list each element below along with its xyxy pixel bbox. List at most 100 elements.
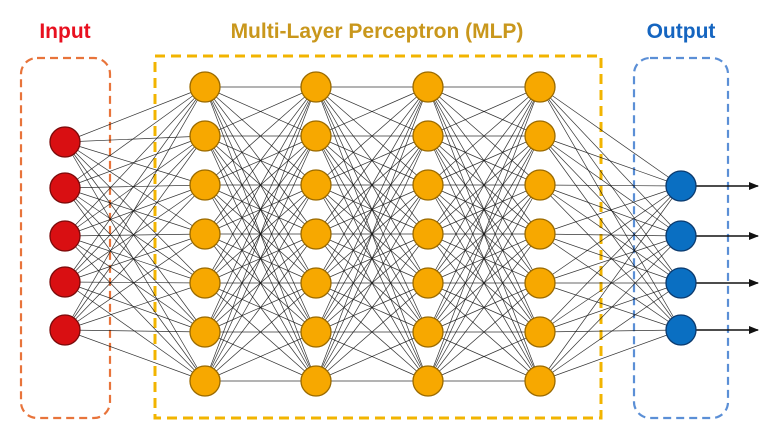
output-arrows (696, 182, 759, 334)
connection-line (64, 281, 206, 333)
hidden-neuron (189, 71, 221, 103)
connection-line (539, 282, 682, 333)
connection-line (204, 282, 317, 382)
connection-line (64, 141, 206, 186)
connection-line (539, 282, 682, 382)
hidden-neuron (412, 71, 444, 103)
connection-line (64, 86, 206, 237)
connection-line (64, 187, 206, 382)
connection-line (427, 86, 541, 284)
output-label: Output (647, 20, 716, 43)
input-label: Input (39, 20, 90, 43)
hidden-neuron (300, 71, 332, 103)
connection-line (539, 184, 682, 331)
connection-line (204, 86, 317, 235)
connection-line (539, 235, 682, 382)
connection-line (427, 86, 541, 235)
input-neuron (49, 220, 81, 252)
hidden-neuron (524, 316, 556, 348)
mlp-group-box (153, 54, 603, 420)
connection-line (539, 86, 682, 187)
hidden-neuron (524, 267, 556, 299)
input-neuron (49, 266, 81, 298)
hidden-neuron (412, 169, 444, 201)
hidden-neuron (300, 316, 332, 348)
mlp-label: Multi-Layer Perceptron (MLP) (231, 20, 524, 43)
connection-line (64, 281, 206, 382)
input-neuron (49, 126, 81, 158)
connection-line (64, 184, 206, 189)
connection-line (539, 135, 682, 237)
hidden-neuron (189, 120, 221, 152)
connection-line (427, 184, 541, 382)
connection-line (539, 329, 682, 382)
hidden-neuron (300, 218, 332, 250)
connection-line (539, 185, 682, 284)
output-group-box (632, 56, 730, 420)
connection-line (315, 135, 429, 382)
connection-line (427, 135, 541, 382)
connection-line (539, 185, 682, 382)
connection-line (539, 86, 682, 284)
connection-line (64, 329, 206, 333)
connection-line (539, 135, 682, 331)
connection-line (539, 329, 682, 333)
hidden-neuron (189, 218, 221, 250)
connection-line (315, 86, 429, 235)
connections (64, 86, 682, 382)
connection-line (427, 233, 541, 382)
input-neuron (49, 314, 81, 346)
output-neuron (665, 170, 697, 202)
connection-line (427, 86, 541, 333)
hidden-neuron (189, 365, 221, 397)
connection-line (539, 233, 682, 331)
connection-line (64, 187, 206, 284)
hidden-neuron (412, 267, 444, 299)
connection-line (315, 184, 429, 382)
connection-line (64, 184, 206, 331)
connection-line (64, 135, 206, 143)
hidden-neuron (300, 120, 332, 152)
connection-line (315, 331, 429, 382)
connection-line (64, 86, 206, 143)
connection-line (315, 233, 429, 382)
hidden-neuron (412, 365, 444, 397)
connection-line (539, 184, 682, 187)
hidden-neuron (189, 316, 221, 348)
connection-line (539, 184, 682, 284)
connection-line (64, 281, 206, 284)
connection-line (539, 184, 682, 237)
hidden-neuron (524, 365, 556, 397)
hidden-neuron (300, 267, 332, 299)
connection-line (64, 141, 206, 382)
connection-line (204, 86, 317, 186)
connection-line (315, 86, 429, 137)
connection-line (204, 135, 317, 382)
connection-line (427, 331, 541, 382)
connection-line (539, 233, 682, 237)
hidden-neuron (300, 169, 332, 201)
connection-line (64, 141, 206, 235)
connection-line (64, 86, 206, 189)
connection-line (315, 86, 429, 284)
connection-line (64, 233, 206, 331)
hidden-neuron (524, 71, 556, 103)
hidden-neuron (412, 218, 444, 250)
hidden-neuron (412, 120, 444, 152)
hidden-neuron (300, 365, 332, 397)
connection-line (204, 86, 317, 137)
connection-line (64, 235, 206, 382)
output-neuron (665, 220, 697, 252)
connection-line (315, 86, 429, 382)
connection-line (204, 331, 317, 382)
hidden-neuron (524, 218, 556, 250)
connection-line (204, 86, 317, 333)
connection-line (427, 86, 541, 382)
input-neuron (49, 172, 81, 204)
output-neuron (665, 314, 697, 346)
connection-line (64, 282, 206, 331)
connection-line (64, 141, 206, 284)
connection-line (204, 233, 317, 382)
connection-line (539, 282, 682, 331)
